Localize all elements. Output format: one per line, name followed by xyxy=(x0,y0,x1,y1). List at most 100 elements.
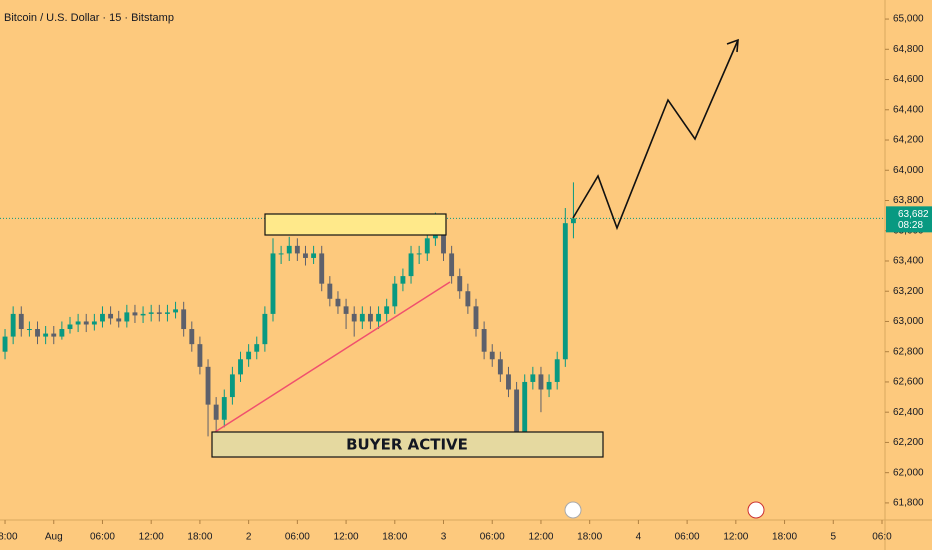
candle-body xyxy=(424,238,430,254)
candle-body xyxy=(335,298,341,307)
candle-body xyxy=(538,374,544,390)
candle-body xyxy=(327,283,333,299)
candle-body xyxy=(384,306,390,314)
candle-body xyxy=(554,359,560,382)
x-tick-label: 12:00 xyxy=(139,532,164,543)
y-tick-label: 63,000 xyxy=(893,316,924,327)
x-tick-label: 18:00 xyxy=(577,532,602,543)
candle-body xyxy=(2,336,8,352)
event-icon[interactable] xyxy=(747,501,765,519)
event-icon[interactable] xyxy=(564,501,582,519)
candle-body xyxy=(181,309,187,330)
candle-body xyxy=(522,381,528,435)
candle-body xyxy=(67,324,73,330)
candle-body xyxy=(449,253,455,277)
candle-body xyxy=(311,253,317,258)
x-tick-label: 2 xyxy=(246,532,252,543)
candle-body xyxy=(294,245,300,254)
x-tick-label: 06:00 xyxy=(480,532,505,543)
y-tick-label: 62,200 xyxy=(893,437,924,448)
chart-title: Bitcoin / U.S. Dollar · 15 · Bitstamp xyxy=(4,12,174,24)
candle-body xyxy=(205,366,211,405)
candle-body xyxy=(197,344,203,367)
candle-body xyxy=(75,321,81,325)
countdown-label: 08:28 xyxy=(898,220,923,231)
x-tick-label: 12:00 xyxy=(334,532,359,543)
candle-body xyxy=(400,276,406,284)
candle-body xyxy=(91,321,97,325)
candle-body xyxy=(514,389,520,435)
y-tick-label: 62,000 xyxy=(893,467,924,478)
y-tick-label: 63,200 xyxy=(893,286,924,297)
candle-body xyxy=(506,374,511,390)
candle-body xyxy=(116,318,122,322)
candle-body xyxy=(140,313,146,316)
candle-body xyxy=(254,344,260,352)
candle-body xyxy=(278,253,284,255)
candle-body xyxy=(270,253,276,314)
candle-body xyxy=(546,381,552,390)
candle-body xyxy=(221,397,227,420)
candle-body xyxy=(570,218,576,224)
y-tick-label: 64,000 xyxy=(893,165,924,176)
resistance-box xyxy=(264,213,447,236)
price-label: 63,682 xyxy=(898,209,929,220)
candle-body xyxy=(416,253,422,255)
candle-body xyxy=(303,253,308,258)
y-tick-label: 65,000 xyxy=(893,14,924,25)
candle-body xyxy=(35,329,40,337)
x-tick-label: 06:0 xyxy=(872,532,892,543)
candle-body xyxy=(189,329,195,345)
candle-body xyxy=(108,313,114,319)
y-tick-label: 62,600 xyxy=(893,377,924,388)
x-tick-label: 12:00 xyxy=(528,532,553,543)
candle-body xyxy=(530,374,536,382)
candle-body xyxy=(319,253,325,284)
candle-body xyxy=(376,313,381,322)
candle-body xyxy=(43,333,49,337)
x-tick-label: 18:00 xyxy=(187,532,212,543)
candle-body xyxy=(392,283,398,307)
candle-body xyxy=(481,329,487,352)
candle-body xyxy=(497,359,503,375)
support-box xyxy=(211,431,604,458)
projection-path xyxy=(572,39,739,231)
x-tick-label: 06:00 xyxy=(285,532,310,543)
y-tick-label: 62,800 xyxy=(893,346,924,357)
candle-body xyxy=(408,253,414,277)
candle-body xyxy=(238,359,243,375)
y-tick-label: 64,600 xyxy=(893,74,924,85)
candle-body xyxy=(164,312,170,314)
candle-body xyxy=(343,306,349,314)
candle-body xyxy=(173,309,178,313)
candle-body xyxy=(213,404,219,420)
candle-body xyxy=(51,333,57,337)
candle-body xyxy=(473,306,479,330)
y-tick-label: 63,800 xyxy=(893,195,924,206)
candle-body xyxy=(156,312,162,314)
y-tick-label: 63,400 xyxy=(893,256,924,267)
y-tick-label: 64,400 xyxy=(893,104,924,115)
candle-body xyxy=(359,313,365,322)
projection-arrowhead xyxy=(726,38,739,53)
annotation-label: BUYER ACTIVE xyxy=(346,436,468,454)
axes: 61,800 62,000 62,200 62,400 62,600 62,800 63,0… xyxy=(0,14,932,543)
candle-body xyxy=(148,312,154,314)
y-tick-label: 61,800 xyxy=(893,498,924,509)
x-tick-label: 12:00 xyxy=(723,532,748,543)
plot-area xyxy=(0,182,885,438)
candle-body xyxy=(132,312,138,316)
x-tick-label: 3 xyxy=(441,532,447,543)
candle-body xyxy=(124,312,130,322)
candle-body xyxy=(465,291,471,307)
candle-body xyxy=(286,245,292,254)
candle-body xyxy=(83,321,89,325)
candle-body xyxy=(100,313,105,322)
candle-body xyxy=(562,223,568,360)
y-tick-label: 62,400 xyxy=(893,407,924,418)
candle-body xyxy=(441,230,446,254)
x-tick-label: 18:00 xyxy=(382,532,407,543)
price-badge xyxy=(886,206,932,233)
